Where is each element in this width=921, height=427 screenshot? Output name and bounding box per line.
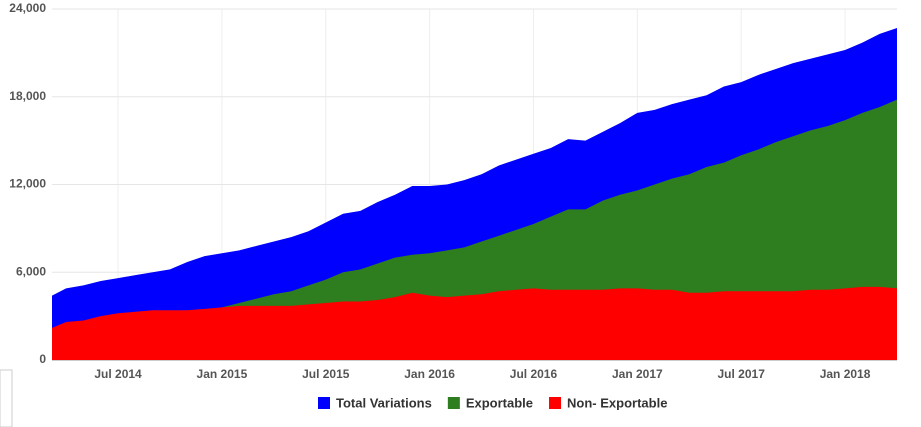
y-tick-label: 18,000 xyxy=(9,89,46,103)
y-tick-label: 6,000 xyxy=(16,264,46,278)
x-tick-label: Jan 2015 xyxy=(197,367,248,381)
frame-edge xyxy=(0,369,13,427)
legend-swatch xyxy=(318,397,330,409)
x-tick-label: Jul 2017 xyxy=(718,367,766,381)
y-tick-label: 12,000 xyxy=(9,177,46,191)
x-tick-label: Jul 2014 xyxy=(94,367,142,381)
legend-label: Exportable xyxy=(466,395,533,410)
x-tick-label: Jul 2015 xyxy=(302,367,350,381)
y-tick-label: 0 xyxy=(39,352,46,366)
legend-label: Non- Exportable xyxy=(567,395,667,410)
x-tick-label: Jan 2018 xyxy=(820,367,871,381)
legend-swatch xyxy=(549,397,562,409)
legend: Total Variations Exportable Non- Exportabl… xyxy=(318,395,667,410)
legend-label: Total Variations xyxy=(336,395,432,410)
x-tick-label: Jan 2017 xyxy=(612,367,663,381)
x-tick-label: Jul 2016 xyxy=(510,367,558,381)
legend-swatch xyxy=(447,397,460,409)
y-tick-label: 24,000 xyxy=(9,1,46,15)
x-tick-label: Jan 2016 xyxy=(404,367,455,381)
area xyxy=(52,286,897,360)
